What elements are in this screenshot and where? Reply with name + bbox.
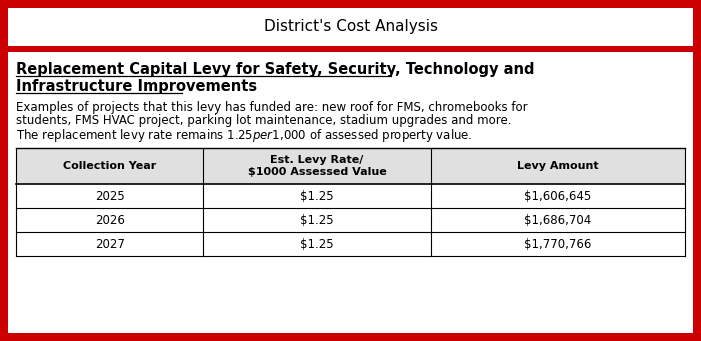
Text: The replacement levy rate remains $1.25 per $1,000 of assessed property value.: The replacement levy rate remains $1.25 … (16, 127, 472, 144)
Text: students, FMS HVAC project, parking lot maintenance, stadium upgrades and more.: students, FMS HVAC project, parking lot … (16, 114, 512, 127)
Text: Infrastructure Improvements: Infrastructure Improvements (16, 79, 257, 94)
Text: Examples of projects that this levy has funded are: new roof for FMS, chromebook: Examples of projects that this levy has … (16, 101, 528, 114)
Text: $1,770,766: $1,770,766 (524, 237, 592, 251)
Text: Collection Year: Collection Year (63, 161, 156, 171)
Text: $1.25: $1.25 (300, 190, 334, 203)
Text: $1.25: $1.25 (300, 213, 334, 226)
Bar (16, 148, 685, 184)
Text: Est. Levy Rate/
$1000 Assessed Value: Est. Levy Rate/ $1000 Assessed Value (247, 155, 386, 177)
Text: Replacement Capital Levy for Safety, Security, Technology and: Replacement Capital Levy for Safety, Sec… (16, 62, 534, 77)
Bar (16, 184, 685, 208)
Bar (8, 52, 693, 333)
Text: $1,606,645: $1,606,645 (524, 190, 592, 203)
Text: Levy Amount: Levy Amount (517, 161, 599, 171)
Bar (16, 208, 685, 232)
Text: District's Cost Analysis: District's Cost Analysis (264, 19, 437, 34)
Text: 2027: 2027 (95, 237, 125, 251)
Bar (16, 232, 685, 256)
Text: 2026: 2026 (95, 213, 125, 226)
Text: $1,686,704: $1,686,704 (524, 213, 592, 226)
Text: 2025: 2025 (95, 190, 125, 203)
Text: $1.25: $1.25 (300, 237, 334, 251)
Bar (8, 8, 693, 46)
